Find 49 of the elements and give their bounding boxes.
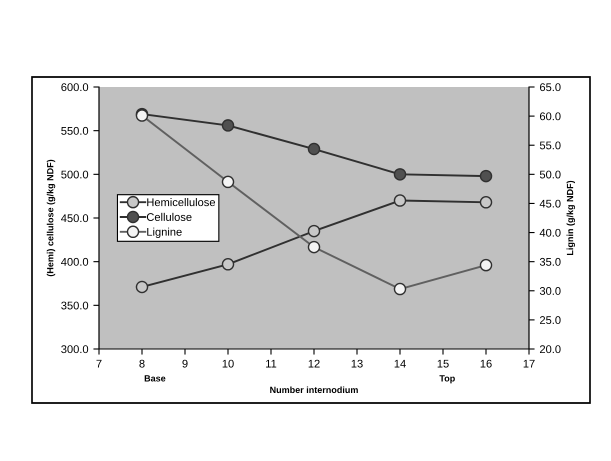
y-tick-label: 350.0 <box>61 302 88 310</box>
x-tick-label: 7 <box>96 360 102 368</box>
x-tick-label: 12 <box>308 360 320 368</box>
point <box>308 142 320 156</box>
y-tick-label: 300.0 <box>61 345 88 354</box>
legend-label: Cellulose <box>146 212 192 221</box>
y2-tick-label: 55.0 <box>540 141 561 150</box>
x-tick-label: 16 <box>480 360 492 368</box>
y2-tick-label: 40.0 <box>540 228 561 237</box>
point <box>480 196 492 209</box>
y2-tick-label: 35.0 <box>540 258 561 266</box>
x-tick-label: 13 <box>352 360 363 368</box>
legend-label: Hemicellulose <box>147 198 216 206</box>
x-tick-label: 17 <box>524 360 535 368</box>
x-tick-label: 10 <box>222 360 234 368</box>
point <box>222 119 234 132</box>
point <box>394 168 406 181</box>
legend-label: Lignine <box>147 228 182 238</box>
y2-tick-label: 45.0 <box>540 200 561 208</box>
point <box>222 176 234 188</box>
y-tick-label: 550.0 <box>61 126 88 135</box>
y2-tick-label: 25.0 <box>540 316 561 324</box>
y2-tick-label: 60.0 <box>540 112 561 120</box>
y2-tick-label: 30.0 <box>540 287 561 295</box>
point <box>480 170 492 182</box>
y-tick-label: 450.0 <box>61 214 88 222</box>
point <box>394 282 406 296</box>
y2-tick-label: 50.0 <box>540 170 561 178</box>
y2-tick-label: 65.0 <box>540 83 561 92</box>
y-tick-label: 400.0 <box>61 258 88 266</box>
y-tick-label: 600.0 <box>61 83 88 92</box>
x-tick-label: 9 <box>182 360 188 368</box>
point <box>308 224 320 238</box>
point <box>308 240 320 254</box>
y-axis-title: (Hemi) cellulose (g/kg NDF) <box>46 160 56 276</box>
point <box>480 258 492 272</box>
x-tick-label: 15 <box>438 360 449 368</box>
x-tick-label: 8 <box>139 360 145 368</box>
y-tick-label: 500.0 <box>61 170 88 178</box>
point <box>394 194 406 207</box>
x-axis-title: Number internodium <box>270 386 358 394</box>
point <box>222 258 234 271</box>
y2-axis-title: Lignin (g/kg NDF) <box>566 180 576 255</box>
x-tick-label: 14 <box>394 360 406 368</box>
x-tick-label: 11 <box>266 360 276 368</box>
point <box>136 280 148 294</box>
y2-tick-label: 20.0 <box>540 345 561 354</box>
text: Base <box>144 375 166 382</box>
text: Top <box>439 375 455 384</box>
